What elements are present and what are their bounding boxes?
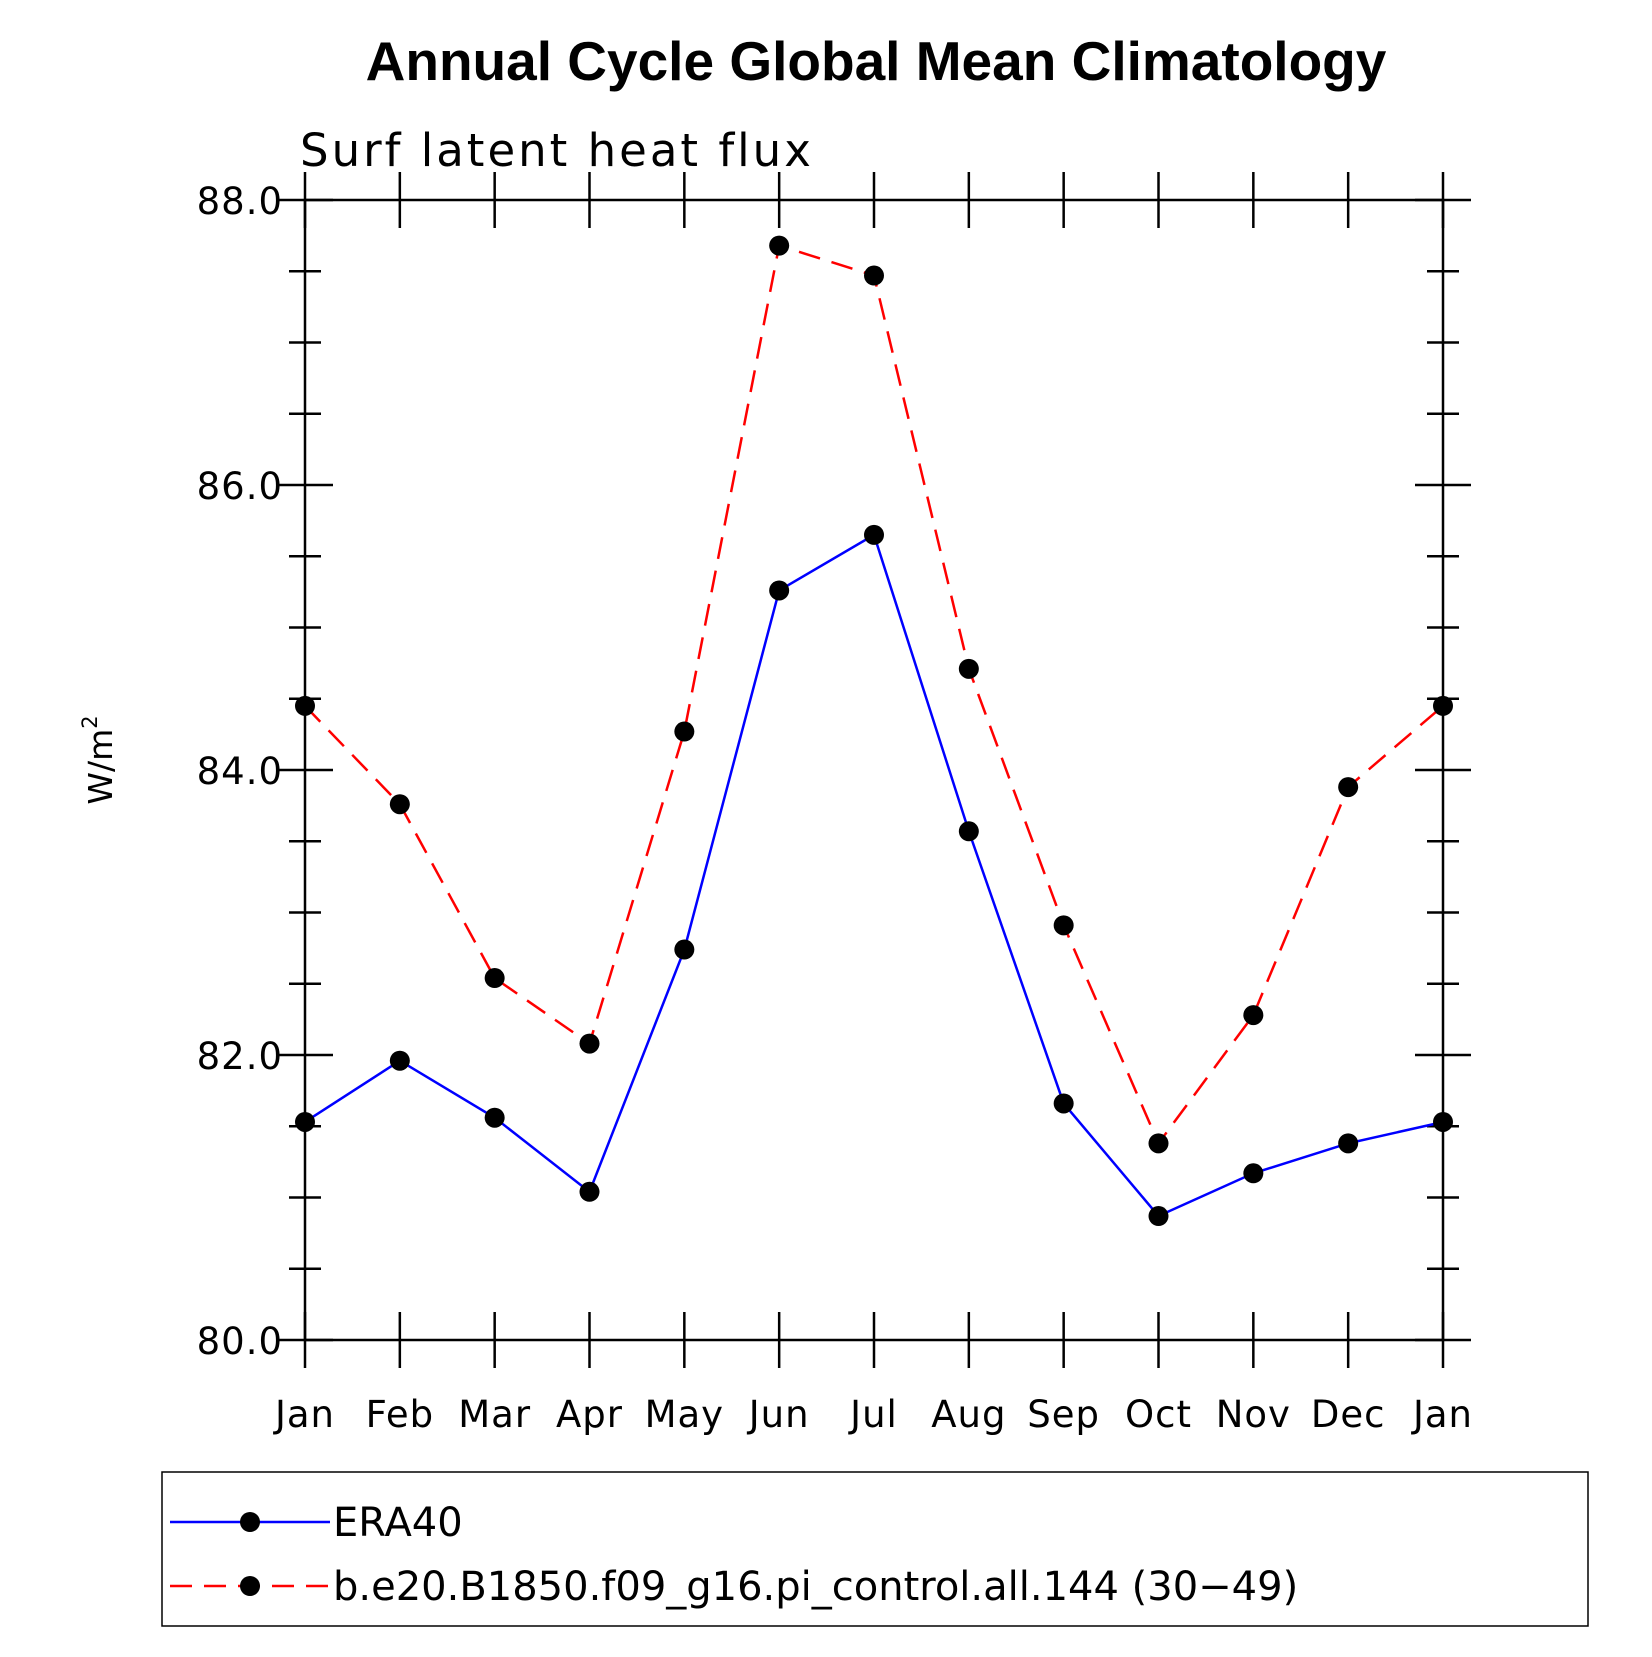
x-tick-label: Dec [1311, 1393, 1386, 1436]
y-tick-label: 82.0 [197, 1035, 283, 1078]
plot-frame [303, 198, 1445, 1342]
x-tick-label: Jan [1411, 1393, 1473, 1436]
series-line [304, 243, 1444, 1146]
x-tick-label: May [645, 1393, 725, 1436]
data-point [958, 821, 979, 842]
data-point [769, 235, 790, 256]
chart-subtitle: Surf latent heat flux [300, 124, 814, 177]
chart-title: Annual Cycle Global Mean Climatology [366, 30, 1387, 92]
data-point [1148, 1206, 1169, 1227]
x-tick-label: Jul [848, 1393, 898, 1436]
x-tick-label: Jun [747, 1393, 810, 1436]
data-point [579, 1181, 600, 1202]
legend-marker [240, 1512, 260, 1532]
data-point [579, 1033, 600, 1054]
legend-marker [240, 1576, 260, 1596]
data-point [674, 939, 695, 960]
data-point [484, 1107, 505, 1128]
data-point [1338, 777, 1359, 798]
y-axis-label-superscript: 2 [78, 715, 102, 728]
data-point [1243, 1005, 1264, 1026]
series-1 [295, 524, 1453, 1227]
legend-entry-2: b.e20.B1850.f09_g16.pi_control.all.144 (… [170, 1564, 1298, 1610]
data-point [1433, 695, 1453, 716]
data-point [484, 968, 505, 989]
data-point [958, 658, 979, 679]
x-tick-label: Oct [1125, 1393, 1192, 1436]
data-point [674, 721, 695, 742]
data-point [864, 524, 884, 545]
series-2 [295, 235, 1453, 1154]
legend-entry-1: ERA40 [170, 1500, 463, 1546]
series-layer [295, 235, 1453, 1227]
data-point [389, 794, 410, 815]
plot-axes: Jan Feb Mar Apr May Jun Jul Aug Sep Oct Nov Dec Jan 8… [197, 172, 1473, 1436]
y-tick-label: 84.0 [197, 750, 283, 793]
series-line [304, 533, 1444, 1218]
y-axis-label-text: W/m [81, 729, 120, 805]
x-tick-label: Apr [556, 1393, 623, 1436]
legend-label: ERA40 [333, 1500, 463, 1546]
data-point [1338, 1133, 1359, 1154]
legend: ERA40 b.e20.B1850.f09_g16.pi_control.all.… [170, 1500, 1298, 1610]
svg-text:W/m2: W/m2 [78, 715, 120, 804]
x-tick-label: Mar [458, 1393, 531, 1436]
y-tick-label: 80.0 [197, 1320, 283, 1363]
data-point [1243, 1163, 1264, 1184]
x-tick-label: Nov [1216, 1393, 1291, 1436]
data-point [295, 695, 315, 716]
x-tick-label: Jan [273, 1393, 335, 1436]
data-point [1148, 1133, 1169, 1154]
y-tick-label: 86.0 [197, 465, 283, 508]
legend-label: b.e20.B1850.f09_g16.pi_control.all.144 (… [333, 1564, 1298, 1610]
data-point [1053, 1093, 1074, 1114]
data-point [1053, 915, 1074, 936]
data-point [864, 265, 884, 286]
data-point [769, 580, 790, 601]
x-tick-label: Feb [366, 1393, 435, 1436]
data-point [1433, 1111, 1453, 1132]
data-point [295, 1111, 315, 1132]
legend-box [161, 1471, 1589, 1627]
y-tick-label: 88.0 [197, 180, 283, 223]
data-point [389, 1050, 410, 1071]
x-tick-label: Sep [1027, 1393, 1100, 1436]
x-tick-label: Aug [931, 1393, 1006, 1436]
y-axis-label: W/m2 [78, 715, 120, 804]
